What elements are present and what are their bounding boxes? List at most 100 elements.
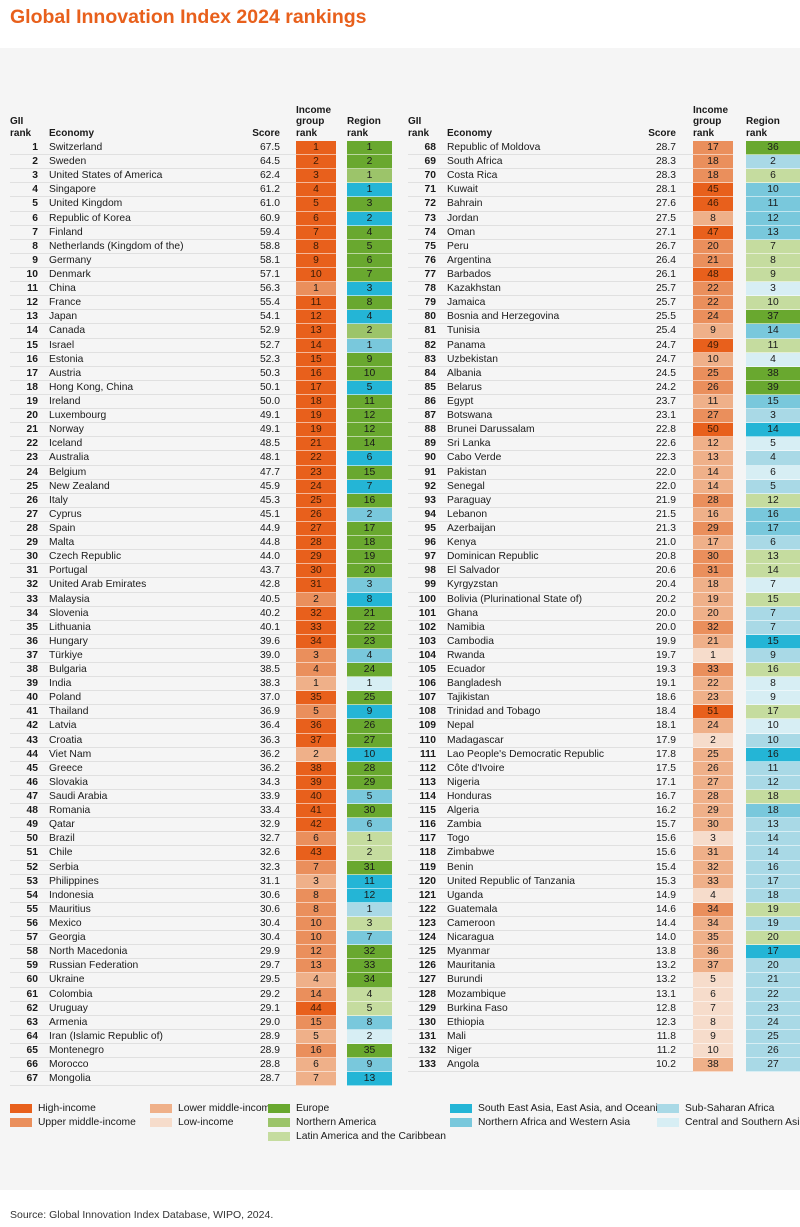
- table-row: 83 Uzbekistan 24.7 10 4: [408, 352, 800, 367]
- economy-cell: Azerbaijan: [447, 522, 496, 534]
- income-rank-cell: 24: [296, 479, 336, 494]
- economy-cell: Cambodia: [447, 635, 494, 647]
- economy-cell: Nicaragua: [447, 932, 494, 944]
- table-row: 66 Morocco 28.8 6 9: [10, 1058, 392, 1073]
- row-divider: [408, 1000, 693, 1002]
- table-row: 82 Panama 24.7 49 11: [408, 338, 800, 353]
- income-rank-cell: 1: [296, 141, 336, 156]
- rank-cell: 50: [26, 833, 38, 845]
- legend-label: Northern America: [296, 1117, 377, 1128]
- region-rank-cell: 2: [347, 155, 392, 170]
- economy-cell: Honduras: [447, 791, 492, 803]
- economy-cell: Tajikistan: [447, 692, 490, 704]
- row-divider: [408, 690, 693, 692]
- income-rank-cell: 15: [296, 1015, 336, 1030]
- economy-cell: United States of America: [49, 170, 163, 182]
- income-rank-cell: 51: [693, 705, 733, 720]
- economy-cell: Germany: [49, 254, 92, 266]
- header-region: Region rank: [746, 116, 780, 139]
- table-row: 53 Philippines 31.1 3 11: [10, 874, 392, 889]
- income-rank-cell: 14: [693, 465, 733, 480]
- income-rank-cell: 36: [296, 719, 336, 734]
- row-divider: [10, 732, 296, 734]
- row-divider: [10, 972, 296, 974]
- row-divider: [408, 422, 693, 424]
- income-rank-cell: 2: [296, 155, 336, 170]
- economy-cell: United Republic of Tanzania: [447, 875, 576, 887]
- economy-cell: Mauritius: [49, 903, 91, 915]
- score-cell: 29.1: [259, 1002, 280, 1014]
- row-divider: [10, 323, 296, 325]
- table-row: 34 Slovenia 40.2 32 21: [10, 606, 392, 621]
- rank-cell: 31: [26, 565, 38, 577]
- table-row: 54 Indonesia 30.6 8 12: [10, 888, 392, 903]
- score-cell: 29.0: [259, 1016, 280, 1028]
- region-rank-cell: 4: [746, 352, 800, 367]
- income-rank-cell: 32: [693, 860, 733, 875]
- rank-cell: 133: [418, 1059, 436, 1071]
- income-rank-cell: 19: [693, 592, 733, 607]
- income-rank-cell: 17: [693, 141, 733, 156]
- economy-cell: Pakistan: [447, 466, 487, 478]
- row-divider: [10, 549, 296, 551]
- table-row: 115 Algeria 16.2 29 18: [408, 804, 800, 819]
- row-divider: [408, 563, 693, 565]
- row-divider: [10, 365, 296, 367]
- table-row: 64 Iran (Islamic Republic of) 28.9 5 2: [10, 1029, 392, 1044]
- rank-cell: 106: [418, 678, 436, 690]
- row-divider: [408, 662, 693, 664]
- region-rank-cell: 19: [746, 917, 800, 932]
- economy-cell: Switzerland: [49, 142, 103, 153]
- rank-cell: 45: [26, 762, 38, 774]
- economy-cell: New Zealand: [49, 480, 110, 492]
- region-rank-cell: 37: [746, 310, 800, 325]
- region-rank-cell: 13: [746, 225, 800, 240]
- score-cell: 36.2: [259, 748, 280, 760]
- income-rank-cell: 8: [296, 888, 336, 903]
- region-rank-cell: 16: [746, 663, 800, 678]
- score-cell: 12.8: [655, 1002, 676, 1014]
- rank-cell: 127: [418, 974, 436, 986]
- rank-cell: 54: [26, 889, 38, 901]
- region-rank-cell: 2: [347, 1029, 392, 1044]
- region-rank-cell: 26: [347, 719, 392, 734]
- table-row: 127 Burundi 13.2 5 21: [408, 973, 800, 988]
- score-cell: 24.2: [655, 381, 676, 393]
- economy-cell: Indonesia: [49, 889, 94, 901]
- economy-cell: Georgia: [49, 932, 86, 944]
- rank-cell: 91: [424, 466, 436, 478]
- rank-cell: 25: [26, 480, 38, 492]
- row-divider: [10, 1057, 296, 1059]
- score-cell: 40.2: [259, 607, 280, 619]
- table-row: 131 Mali 11.8 9 25: [408, 1029, 800, 1044]
- table-row: 89 Sri Lanka 22.6 12 5: [408, 437, 800, 452]
- rank-cell: 11: [27, 283, 38, 295]
- rank-cell: 60: [26, 974, 38, 986]
- score-cell: 44.0: [259, 551, 280, 563]
- score-cell: 33.9: [259, 791, 280, 803]
- income-rank-cell: 30: [296, 564, 336, 579]
- rank-cell: 83: [424, 353, 436, 365]
- region-rank-cell: 38: [746, 366, 800, 381]
- economy-cell: Trinidad and Tobago: [447, 706, 541, 718]
- income-rank-cell: 12: [296, 945, 336, 960]
- region-rank-cell: 12: [347, 888, 392, 903]
- income-rank-cell: 10: [296, 931, 336, 946]
- score-cell: 19.1: [655, 678, 676, 690]
- income-rank-cell: 37: [296, 733, 336, 748]
- economy-cell: Jamaica: [447, 297, 486, 309]
- economy-cell: Canada: [49, 325, 86, 337]
- income-rank-cell: 40: [296, 790, 336, 805]
- rank-cell: 24: [26, 466, 38, 478]
- economy-cell: North Macedonia: [49, 946, 128, 958]
- score-cell: 18.4: [655, 706, 676, 718]
- region-rank-cell: 1: [347, 338, 392, 353]
- score-cell: 36.9: [259, 706, 280, 718]
- income-rank-cell: 20: [693, 239, 733, 254]
- row-divider: [408, 266, 693, 268]
- score-cell: 15.4: [655, 861, 676, 873]
- table-row: 68 Republic of Moldova 28.7 17 36: [408, 141, 800, 156]
- rank-cell: 40: [26, 692, 38, 704]
- table-row: 102 Namibia 20.0 32 7: [408, 620, 800, 635]
- rank-cell: 123: [418, 918, 436, 930]
